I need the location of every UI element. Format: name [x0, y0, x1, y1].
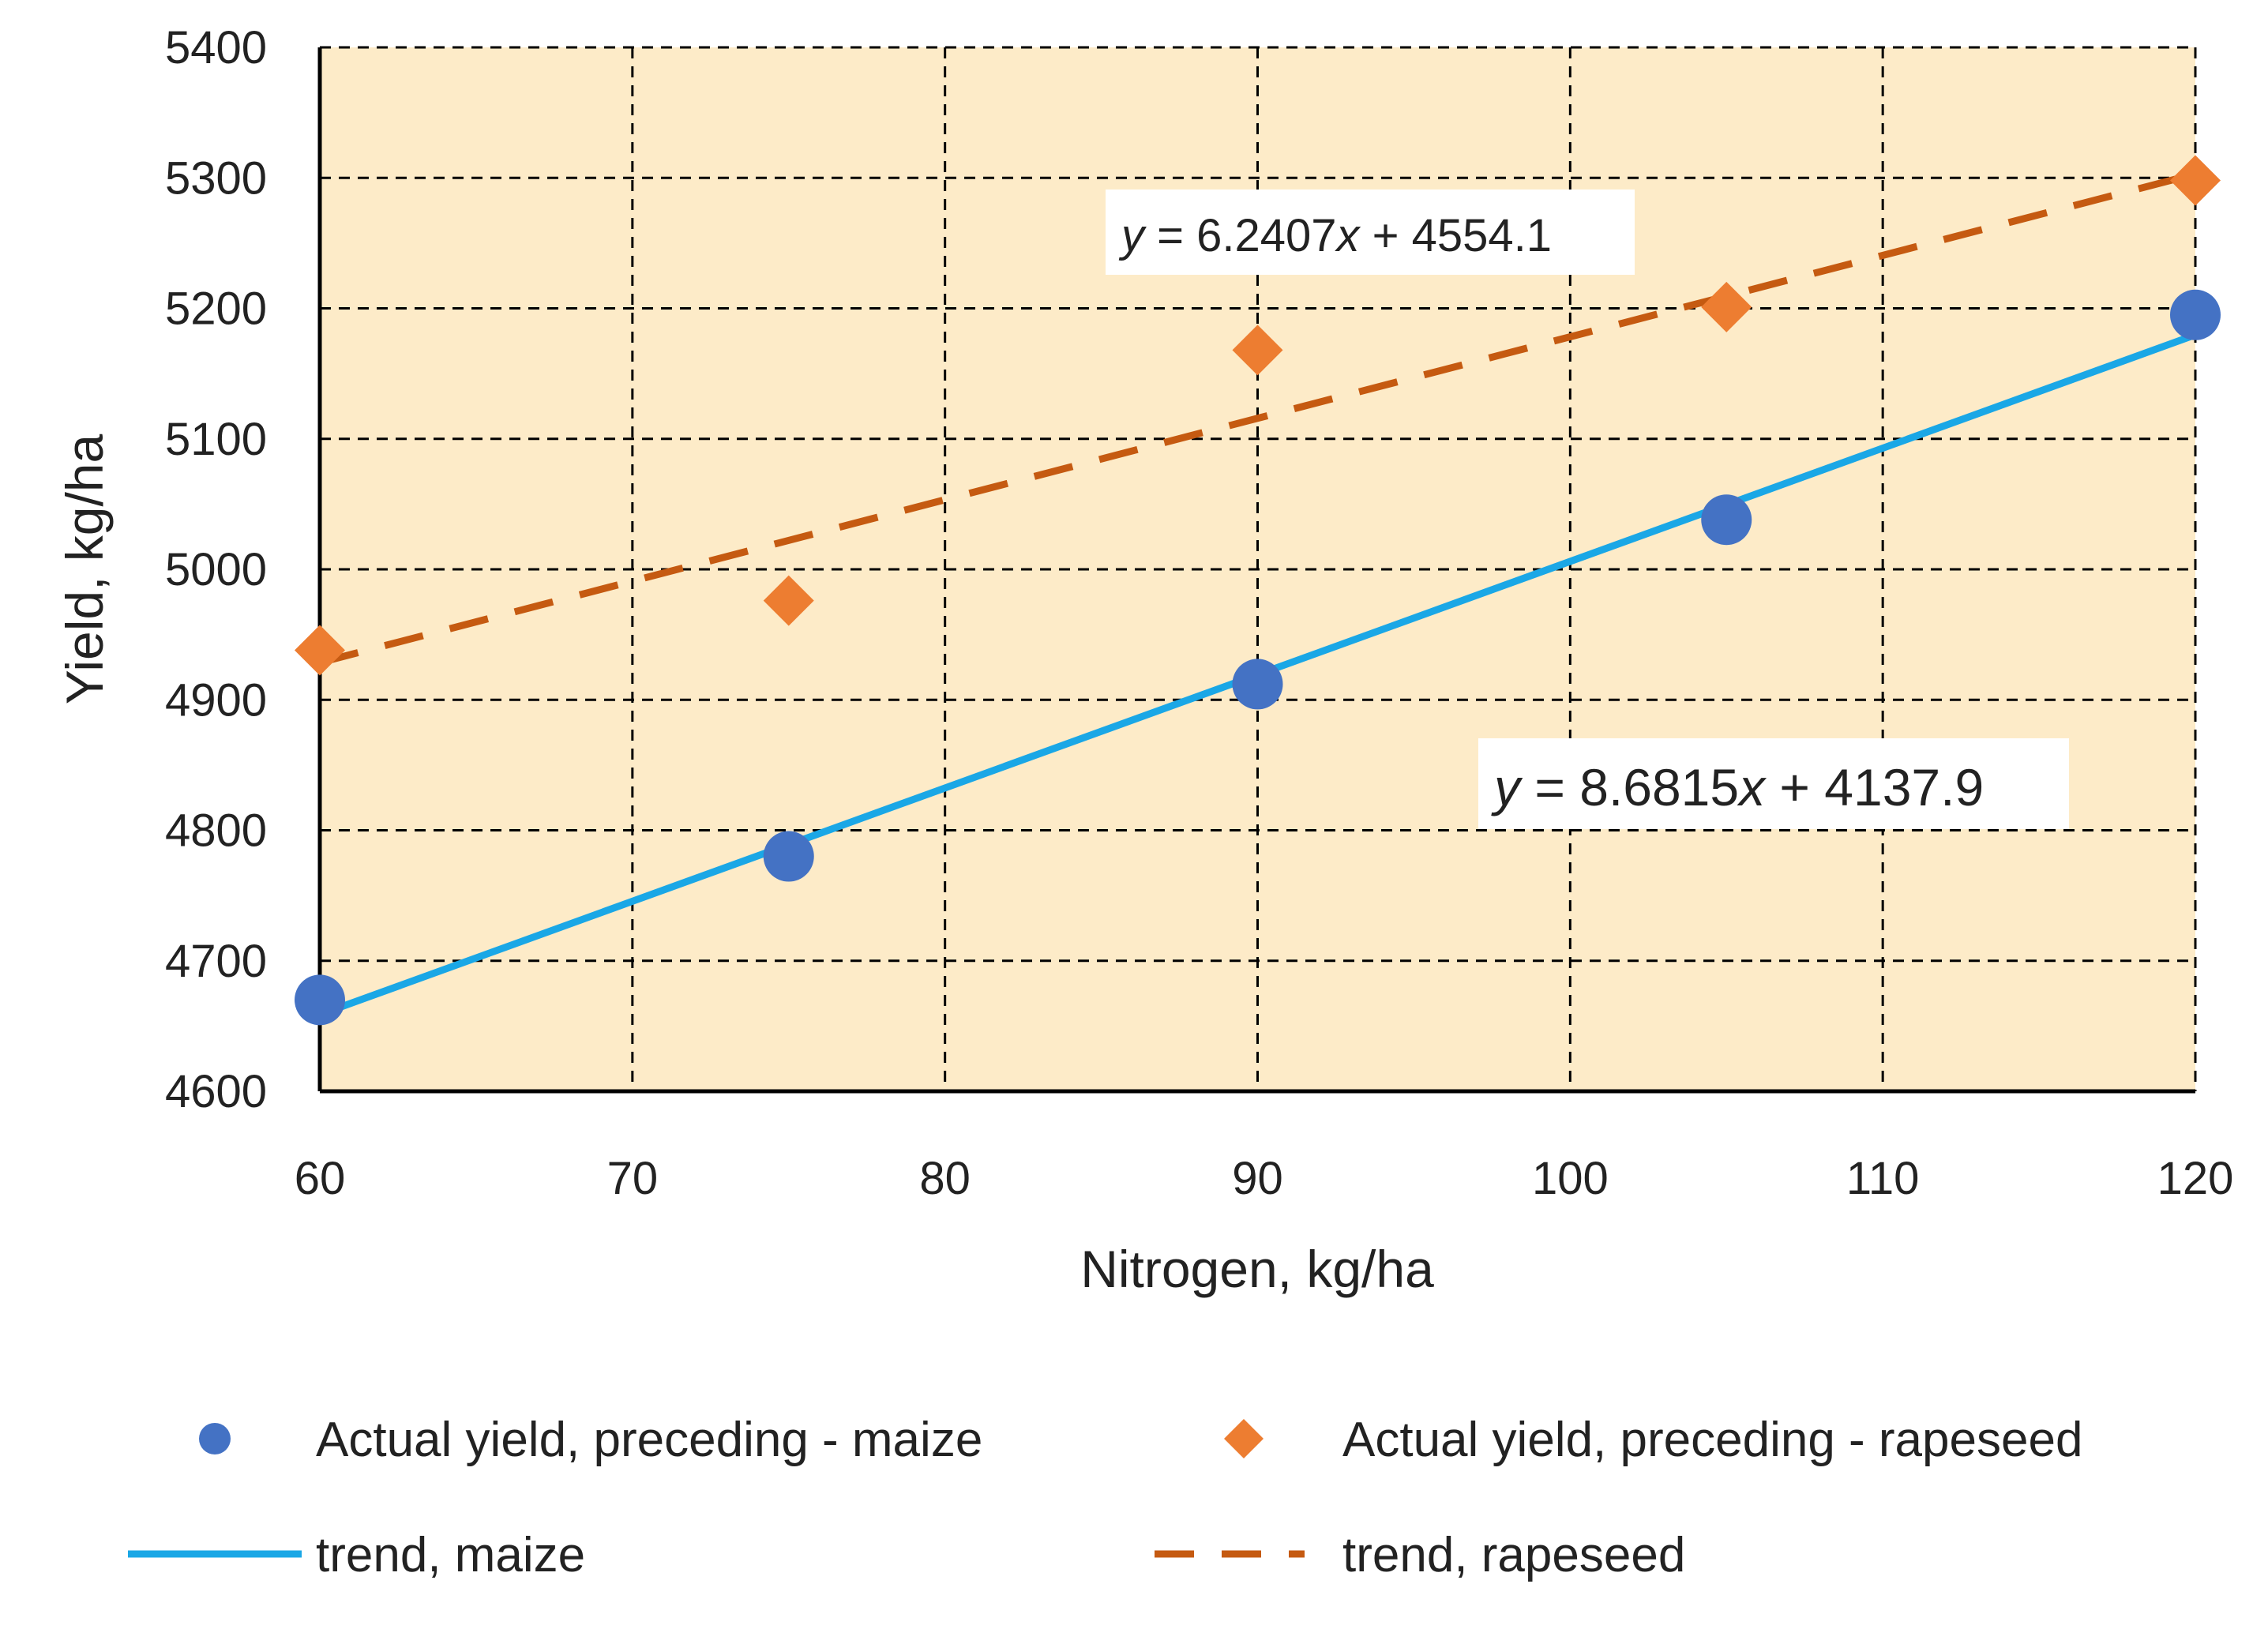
maize-point — [1232, 659, 1283, 710]
x-tick-label: 60 — [295, 1153, 346, 1204]
equation-maize: y = 8.6815x + 4137.9 — [1478, 738, 2069, 829]
rapeseed-point — [295, 625, 345, 676]
maize-point — [2170, 289, 2221, 340]
x-tick-label: 80 — [919, 1153, 971, 1204]
x-tick-label: 100 — [1532, 1153, 1609, 1204]
x-tick-label: 70 — [607, 1153, 659, 1204]
y-tick-label: 4900 — [165, 674, 267, 726]
rapeseed-point — [1701, 281, 1752, 332]
legend-label-rapeseed: Actual yield, preceding - rapeseed — [1342, 1413, 2082, 1467]
rapeseed-point — [1232, 325, 1283, 376]
maize-point — [1701, 494, 1752, 546]
y-tick-labels: 4600 4700 4800 4900 5000 5100 5200 5300 5400 — [165, 22, 267, 1117]
legend-item-maize: Actual yield, preceding - maize — [199, 1413, 982, 1467]
x-tick-label: 110 — [1846, 1153, 1919, 1204]
y-tick-label: 4800 — [165, 805, 267, 857]
y-tick-label: 5100 — [165, 414, 267, 465]
axes — [317, 47, 2195, 1094]
rapeseed-trend-line — [318, 170, 2197, 666]
x-axis-title: Nitrogen, kg/ha — [1080, 1240, 1434, 1298]
legend-item-trend-maize: trend, maize — [128, 1528, 585, 1582]
legend-marker-diamond — [1224, 1419, 1264, 1458]
data-points — [295, 155, 2221, 1026]
legend-label-maize: Actual yield, preceding - maize — [316, 1413, 982, 1467]
legend-marker-circle — [199, 1423, 231, 1454]
legend: Actual yield, preceding - maize Actual y… — [128, 1413, 2082, 1582]
maize-point — [295, 974, 345, 1026]
legend-item-rapeseed: Actual yield, preceding - rapeseed — [1224, 1413, 2082, 1467]
x-tick-label: 90 — [1232, 1153, 1283, 1204]
legend-label-trend-maize: trend, maize — [316, 1528, 585, 1582]
rapeseed-point — [763, 575, 814, 626]
maize-point — [763, 831, 814, 882]
y-tick-label: 5300 — [165, 152, 267, 204]
y-axis-title: Yield, kg/ha — [55, 434, 114, 704]
y-tick-label: 5000 — [165, 544, 267, 595]
y-tick-label: 4600 — [165, 1066, 267, 1117]
svg-text:y = 6.2407x + 4554.1: y = 6.2407x + 4554.1 — [1118, 210, 1552, 261]
y-tick-label: 4700 — [165, 936, 267, 987]
rapeseed-point — [2170, 155, 2221, 206]
x-tick-label: 120 — [2157, 1153, 2234, 1204]
x-tick-labels: 60 70 80 90 100 110 120 — [295, 1153, 2234, 1204]
equation-rapeseed: y = 6.2407x + 4554.1 — [1106, 190, 1635, 275]
y-tick-label: 5200 — [165, 283, 267, 335]
legend-label-trend-rapeseed: trend, rapeseed — [1342, 1528, 1685, 1582]
svg-text:y = 8.6815x + 4137.9: y = 8.6815x + 4137.9 — [1491, 758, 1984, 816]
y-tick-label: 5400 — [165, 22, 267, 73]
legend-item-trend-rapeseed: trend, rapeseed — [1155, 1528, 1685, 1582]
